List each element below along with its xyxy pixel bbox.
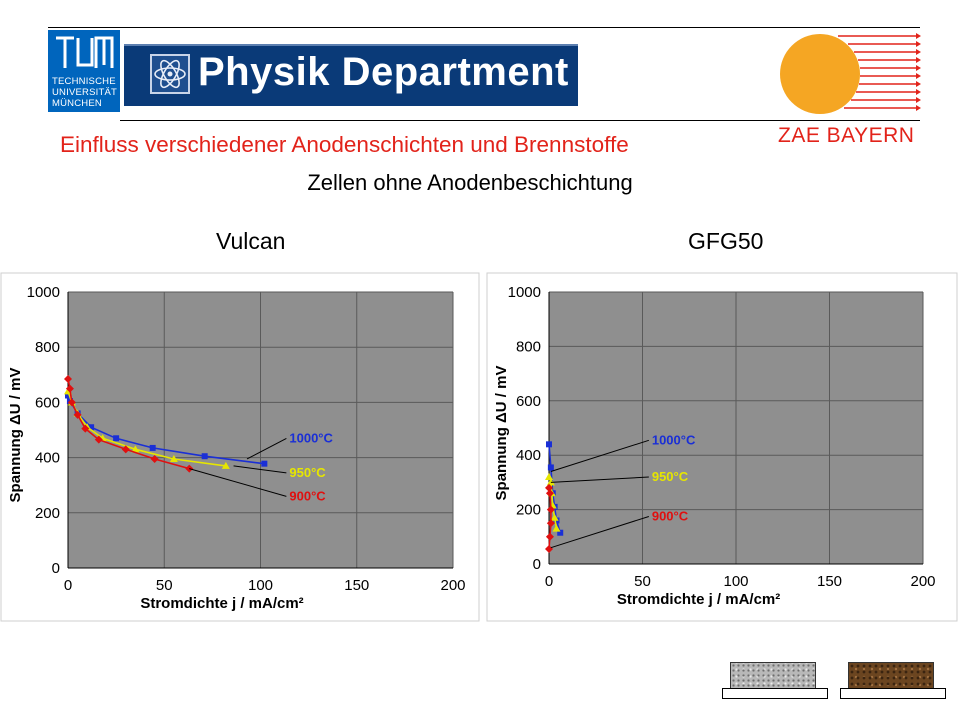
data-point <box>73 410 82 419</box>
y-axis-label: Spannung ΔU / mV <box>7 368 24 503</box>
y-tick-label: 400 <box>516 447 541 464</box>
department-banner: Physik Department <box>124 44 578 106</box>
header-rule-top <box>48 27 920 28</box>
data-point <box>113 435 120 442</box>
y-tick-label: 600 <box>35 394 60 411</box>
y-tick-label: 1000 <box>27 284 60 301</box>
data-point <box>221 461 230 469</box>
series-label: 950°C <box>289 465 326 480</box>
data-point <box>545 545 553 554</box>
x-tick-label: 100 <box>723 573 748 590</box>
tum-logo-line: MÜNCHEN <box>52 98 102 109</box>
data-point <box>150 454 159 463</box>
slide-title: Einfluss verschiedener Anodenschichten u… <box>60 132 629 157</box>
y-tick-label: 200 <box>35 505 60 522</box>
series-label: 1000°C <box>652 432 696 447</box>
data-point <box>552 524 561 532</box>
x-axis-label: Stromdichte j / mA/cm² <box>140 595 303 612</box>
data-point <box>201 453 208 460</box>
atom-icon <box>150 54 190 94</box>
series-label: 900°C <box>289 488 326 503</box>
panel-title-left: Vulcan <box>216 228 286 254</box>
sample-gfg50-swatch <box>848 662 934 690</box>
y-tick-label: 400 <box>35 450 60 467</box>
data-point <box>550 513 559 521</box>
tum-mark-icon <box>56 36 114 68</box>
annotation-leader <box>550 516 650 549</box>
x-tick-label: 200 <box>440 577 465 594</box>
sample-vulcan-icon <box>722 662 828 704</box>
sample-vulcan-swatch <box>730 662 816 690</box>
annotation-leader <box>189 468 287 497</box>
x-tick-label: 150 <box>344 577 369 594</box>
x-tick-label: 0 <box>545 573 553 590</box>
sample-gfg50-plate <box>840 688 946 699</box>
data-point <box>545 472 553 480</box>
x-tick-label: 200 <box>910 573 935 590</box>
x-tick-label: 50 <box>156 577 173 594</box>
chart-gfg50: 0 50 100 150 200 0 200 400 600 800 1000 Stromdichte… <box>486 272 958 622</box>
data-point <box>131 445 140 453</box>
slide-subtitle: Zellen ohne Anodenbeschichtung <box>307 170 633 195</box>
header-rule-bottom <box>120 120 920 121</box>
department-name: Physik Department <box>198 50 569 94</box>
y-tick-label: 0 <box>52 560 60 577</box>
data-point <box>65 384 74 393</box>
chart-vulcan: 0 50 100 150 200 0 200 400 600 800 1000 Stromdichte… <box>0 272 480 622</box>
data-point <box>546 505 555 514</box>
data-point <box>546 441 552 448</box>
series-label: 900°C <box>652 508 689 523</box>
data-point <box>557 529 564 536</box>
panel-title-right: GFG50 <box>688 228 764 254</box>
y-tick-label: 0 <box>533 556 541 573</box>
x-tick-label: 0 <box>64 577 72 594</box>
series-label: 1000°C <box>289 430 333 445</box>
tum-logo-line: TECHNISCHE <box>52 76 116 87</box>
data-point <box>547 464 554 471</box>
data-point <box>64 374 72 383</box>
data-point <box>545 532 554 541</box>
y-axis-label: Spannung ΔU / mV <box>493 366 510 501</box>
tum-logo-text: TECHNISCHE UNIVERSITÄT MÜNCHEN <box>52 76 118 109</box>
y-tick-label: 600 <box>516 393 541 410</box>
x-tick-label: 100 <box>248 577 273 594</box>
annotation-leader <box>550 439 650 472</box>
tum-logo: TECHNISCHE UNIVERSITÄT MÜNCHEN <box>48 30 120 112</box>
x-tick-label: 150 <box>817 573 842 590</box>
data-point <box>94 435 103 444</box>
data-point <box>169 454 178 462</box>
data-point <box>545 489 554 498</box>
y-tick-label: 800 <box>35 339 60 356</box>
data-point <box>65 392 71 399</box>
zae-logo: ZAE BAYERN <box>776 30 922 150</box>
annotation-leader <box>246 437 287 460</box>
data-point <box>121 445 130 454</box>
data-point <box>149 444 156 451</box>
y-tick-label: 800 <box>516 338 541 355</box>
y-tick-label: 1000 <box>508 284 541 301</box>
data-point <box>67 398 76 407</box>
x-axis-label: Stromdichte j / mA/cm² <box>617 591 780 608</box>
y-tick-label: 200 <box>516 502 541 519</box>
sample-gfg50-icon <box>840 662 946 704</box>
sample-vulcan-plate <box>722 688 828 699</box>
tum-logo-line: UNIVERSITÄT <box>52 87 118 98</box>
sun-icon <box>780 33 921 114</box>
data-point <box>261 460 268 467</box>
annotation-leader <box>550 476 649 483</box>
x-tick-label: 50 <box>634 573 651 590</box>
partner-name: ZAE BAYERN <box>778 124 915 147</box>
annotation-leader <box>233 465 287 474</box>
data-point <box>81 424 90 433</box>
data-point <box>88 424 95 431</box>
data-point <box>546 519 555 528</box>
data-point <box>545 483 553 492</box>
series-label: 950°C <box>652 469 689 484</box>
